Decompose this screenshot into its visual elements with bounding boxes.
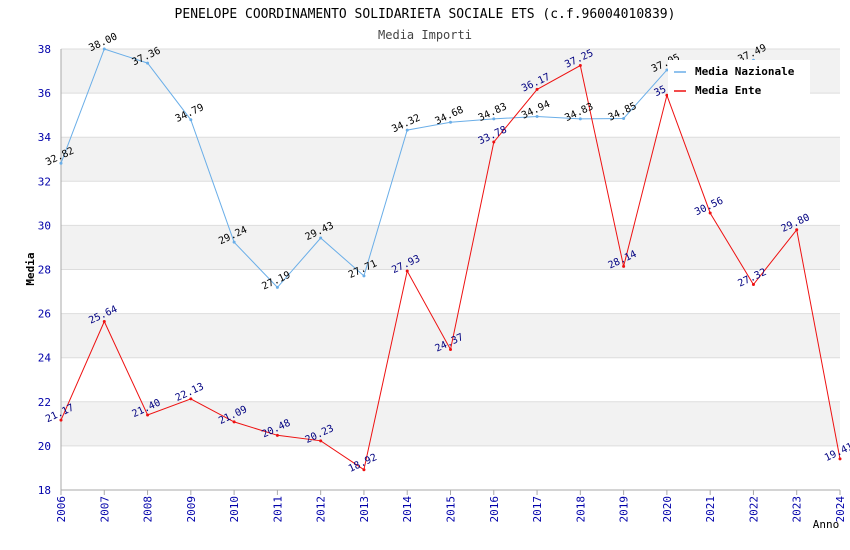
legend: Media Nazionale Media Ente (668, 60, 810, 97)
x-tick-label: 2020 (661, 496, 674, 523)
x-tick-label: 2016 (488, 496, 501, 523)
data-point (232, 420, 236, 424)
data-point (146, 413, 150, 417)
x-tick-label: 2006 (55, 496, 68, 523)
data-point (492, 117, 496, 121)
y-tick-label: 22 (38, 396, 51, 409)
y-tick-label: 34 (38, 131, 52, 144)
data-label: 27.19 (260, 270, 292, 293)
data-point (795, 228, 799, 232)
band-20 (61, 401, 840, 446)
data-point (622, 264, 626, 268)
data-point (232, 240, 236, 244)
data-point (146, 61, 150, 65)
data-point (665, 93, 669, 97)
x-tick-label: 2015 (445, 496, 458, 523)
data-label: 34.94 (520, 99, 552, 122)
data-label: 34.85 (607, 101, 639, 124)
x-tick-label: 2022 (747, 496, 760, 523)
chart-subtitle: Media Importi (378, 28, 472, 42)
data-point (59, 161, 63, 165)
x-axis-label: Anno (813, 518, 840, 531)
data-point (102, 320, 106, 324)
data-point (405, 269, 409, 273)
data-point (665, 68, 669, 72)
y-tick-label: 20 (38, 440, 51, 453)
data-point (492, 140, 496, 144)
x-tick-label: 2011 (271, 496, 284, 523)
data-point (275, 285, 279, 289)
y-tick-label: 32 (38, 175, 51, 188)
x-tick-label: 2008 (142, 496, 155, 523)
data-point (59, 418, 63, 422)
legend-label-nazionale: Media Nazionale (695, 65, 795, 78)
data-point (362, 274, 366, 278)
y-tick-label: 38 (38, 43, 51, 56)
data-label: 22.13 (174, 381, 206, 404)
data-point (275, 433, 279, 437)
x-tick-label: 2019 (618, 496, 631, 523)
legend-box (668, 60, 810, 96)
x-tick-label: 2023 (791, 496, 804, 523)
x-tick-label: 2017 (531, 496, 544, 523)
data-label: 34.79 (174, 102, 206, 125)
data-point (578, 117, 582, 121)
y-axis-label: Media (24, 252, 37, 285)
data-label: 30.56 (693, 195, 725, 218)
y-tick-label: 30 (38, 219, 51, 232)
data-point (449, 120, 452, 124)
data-point (405, 128, 409, 132)
data-point (535, 114, 539, 118)
data-point (751, 282, 755, 286)
data-point (622, 116, 626, 120)
x-tick-label: 2021 (704, 496, 717, 523)
data-point (362, 468, 366, 472)
x-tick-label: 2014 (401, 496, 414, 523)
data-point (708, 211, 712, 215)
data-point (449, 348, 452, 352)
y-tick-label: 18 (38, 484, 51, 497)
legend-label-ente: Media Ente (695, 84, 762, 97)
x-tick-label: 2007 (98, 496, 111, 523)
x-tick-label: 2009 (185, 496, 198, 523)
band-32 (61, 137, 840, 182)
data-label: 34.83 (477, 101, 509, 124)
data-point (578, 64, 582, 68)
data-label: 34.68 (433, 105, 465, 128)
data-point (189, 118, 193, 122)
data-point (838, 457, 842, 461)
data-point (535, 87, 539, 91)
grid-lines (61, 48, 840, 491)
data-label: 18.92 (347, 452, 379, 475)
y-tick-label: 36 (38, 87, 51, 100)
x-tick-label: 2010 (228, 496, 241, 523)
x-tick-label: 2024 (834, 496, 847, 523)
y-tick-label: 26 (38, 308, 51, 321)
chart-title: PENELOPE COORDINAMENTO SOLIDARIETA SOCIA… (175, 7, 676, 22)
data-label: 34.32 (390, 113, 422, 136)
y-tick-label: 24 (38, 352, 52, 365)
background-bands (61, 49, 840, 446)
y-tick-label: 28 (38, 264, 51, 277)
data-point (319, 236, 323, 240)
x-tick-label: 2012 (315, 496, 328, 523)
data-label: 34.83 (563, 101, 595, 124)
data-point (102, 47, 106, 51)
x-tick-label: 2013 (358, 496, 371, 523)
x-tick-label: 2018 (574, 496, 587, 523)
data-label: 27.32 (736, 267, 768, 290)
band-28 (61, 225, 840, 270)
data-point (319, 439, 323, 443)
data-point (189, 397, 193, 401)
